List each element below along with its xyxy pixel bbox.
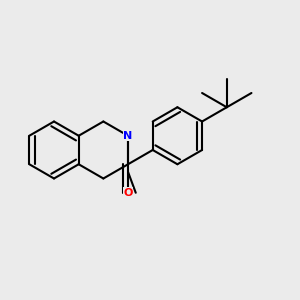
- Text: O: O: [123, 188, 133, 198]
- Text: N: N: [123, 131, 133, 141]
